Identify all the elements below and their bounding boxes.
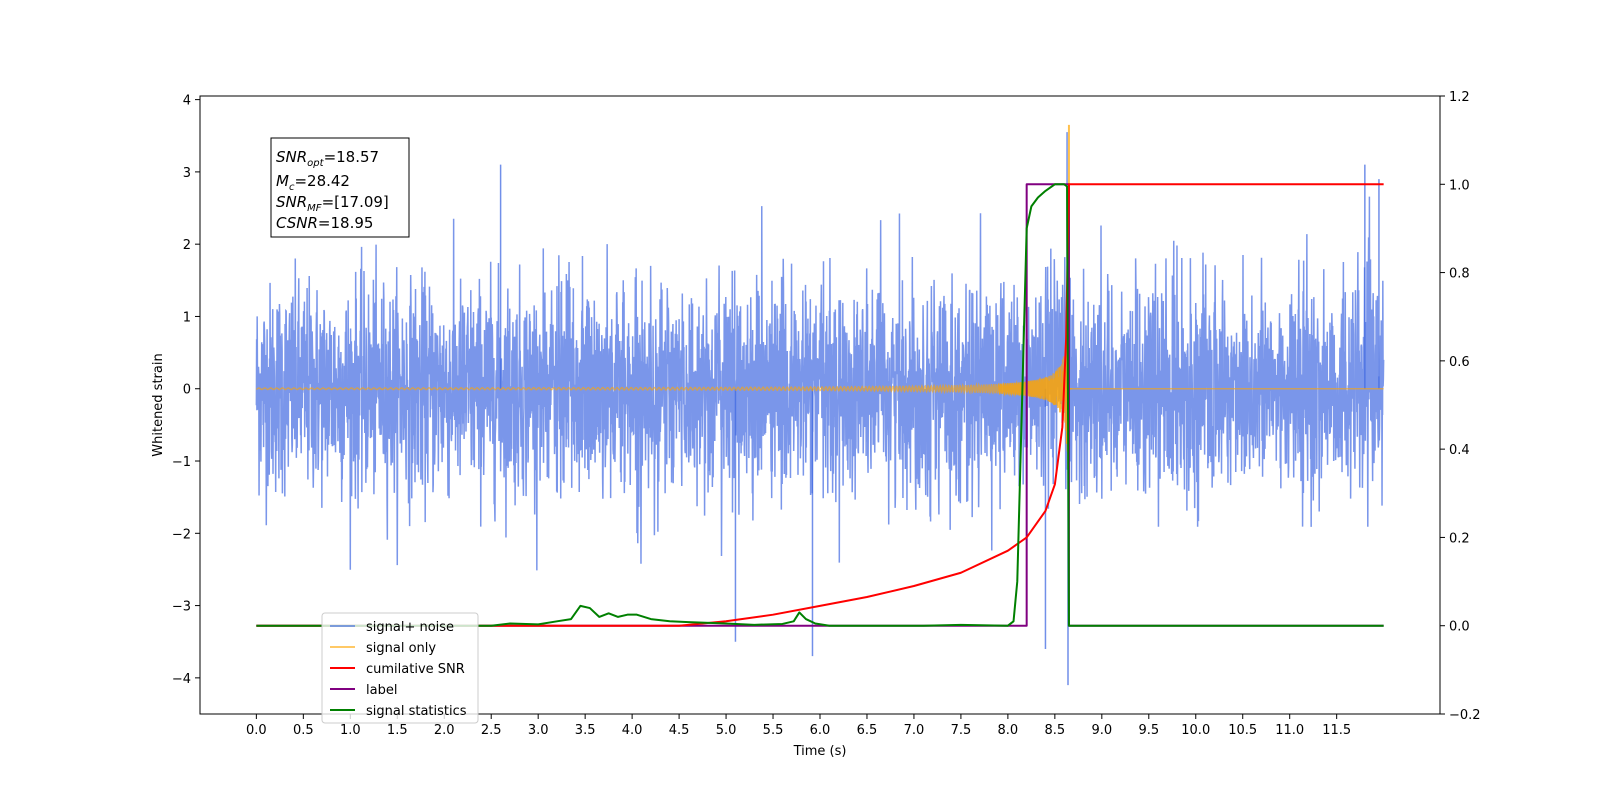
x-tick-label: 0.5 [293, 723, 314, 738]
x-tick-label: 7.5 [951, 723, 972, 738]
x-tick-label: 4.5 [669, 723, 690, 738]
x-tick-label: 9.0 [1091, 723, 1112, 738]
annotation-snr-opt: SNRopt=18.57 [276, 148, 379, 169]
y-left-tick-label: 4 [183, 94, 191, 109]
x-tick-label: 10.5 [1228, 723, 1257, 738]
legend-label: label [366, 683, 397, 698]
y-left-tick-label: 0 [183, 383, 191, 398]
y-left-tick-label: 3 [183, 166, 191, 181]
x-tick-label: 5.5 [763, 723, 784, 738]
y-axis-right-ticks: 1.2 1.0 0.8 0.6 0.4 0.2 0.0 −0.2 [1440, 90, 1481, 723]
x-tick-label: 6.0 [810, 723, 831, 738]
x-tick-label: 3.0 [528, 723, 549, 738]
annotation-box: SNRopt=18.57 Mc=28.42 SNRMF=[17.09] CSNR… [270, 137, 410, 238]
y-left-tick-label: −2 [172, 527, 191, 542]
x-tick-label: 1.0 [340, 723, 361, 738]
y-left-tick-label: 1 [183, 310, 191, 325]
series-signal-only [256, 345, 1384, 469]
annotation-snr-mf: SNRMF=[17.09] [276, 193, 389, 214]
series-signal-statistics [256, 183, 1384, 627]
series-layer [255, 124, 1385, 686]
x-tick-label: 9.5 [1138, 723, 1159, 738]
x-tick-label: 6.5 [857, 723, 878, 738]
x-tick-label: 1.5 [387, 723, 408, 738]
x-tick-label: 3.5 [575, 723, 596, 738]
legend-label: signal statistics [366, 704, 467, 719]
x-tick-label: 8.0 [998, 723, 1019, 738]
y-left-tick-label: 2 [183, 238, 191, 253]
y-axis-left-ticks: 4 3 2 1 0 −1 −2 −3 −4 [172, 94, 200, 687]
x-tick-label: 10.0 [1181, 723, 1210, 738]
x-tick-label: 11.5 [1322, 723, 1351, 738]
series-signal-only-merger [997, 264, 1072, 490]
x-tick-label: 5.0 [716, 723, 737, 738]
y-left-tick-label: −4 [172, 672, 191, 687]
legend-frame [321, 612, 479, 724]
x-axis-label: Time (s) [793, 744, 847, 759]
legend-label: signal+ noise [366, 620, 454, 635]
y-right-tick-label: 0.2 [1449, 531, 1470, 546]
y-right-tick-label: 0.6 [1449, 355, 1470, 370]
legend: signal+ noise signal only cumilative SNR la… [321, 612, 479, 724]
series-signal-noise [255, 196, 1385, 571]
y-right-tick-label: 0.4 [1449, 443, 1470, 458]
y-right-tick-label: 0.8 [1449, 267, 1470, 282]
y-right-tick-label: 1.0 [1449, 178, 1470, 193]
x-tick-label: 7.0 [904, 723, 925, 738]
x-tick-label: 4.0 [622, 723, 643, 738]
series-cumulative-snr [256, 183, 1384, 627]
x-axis-ticks: 0.0 0.5 1.0 1.5 2.0 2.5 3.0 3.5 4.0 4.5 5.0 5.5 6.0 6… [246, 714, 1351, 738]
legend-label: signal only [366, 641, 436, 656]
y-right-tick-label: 1.2 [1449, 90, 1470, 105]
y-right-tick-label: −0.2 [1449, 708, 1481, 723]
annotation-csnr: CSNR=18.95 [276, 214, 373, 232]
annotation-mc: Mc=28.42 [276, 172, 350, 193]
y-axis-left-label: Whitened strain [151, 353, 166, 456]
legend-label: cumilative SNR [366, 662, 465, 677]
x-tick-label: 8.5 [1045, 723, 1066, 738]
y-left-tick-label: −1 [172, 455, 191, 470]
y-left-tick-label: −3 [172, 600, 191, 615]
x-tick-label: 2.5 [481, 723, 502, 738]
x-tick-label: 2.0 [434, 723, 455, 738]
x-tick-label: 0.0 [246, 723, 267, 738]
y-right-tick-label: 0.0 [1449, 620, 1470, 635]
x-tick-label: 11.0 [1275, 723, 1304, 738]
